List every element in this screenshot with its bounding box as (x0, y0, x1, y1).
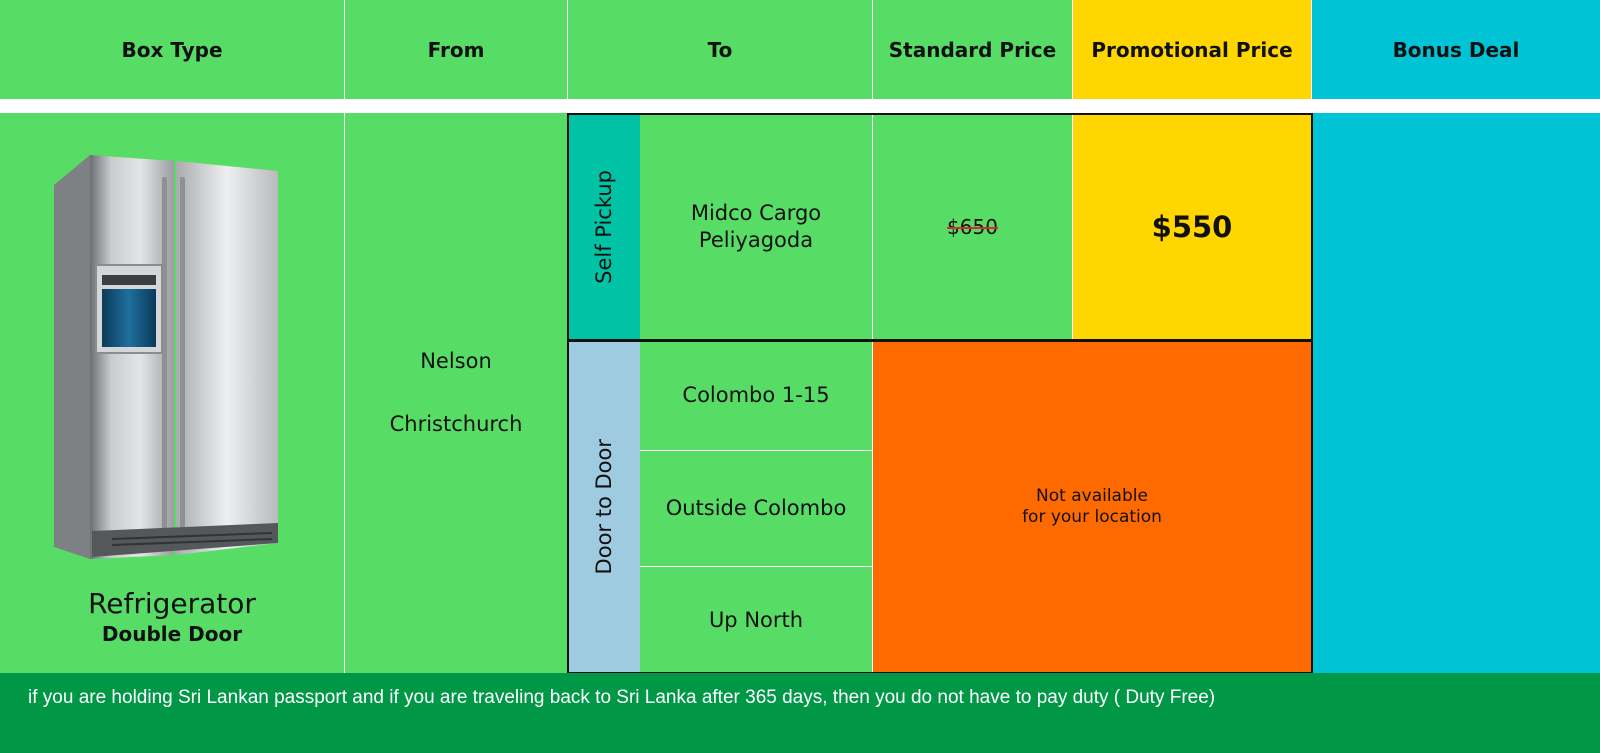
standard-price-value: $650 (947, 215, 998, 239)
header-bonus-deal: Bonus Deal (1312, 0, 1600, 99)
self-pickup-promotional-price: $550 (1073, 113, 1311, 341)
footer-note: if you are holding Sri Lankan passport a… (0, 673, 1600, 753)
to-block-divider (567, 339, 1313, 342)
refrigerator-image (54, 155, 278, 559)
door-destination-3: Up North (640, 567, 872, 673)
header-promotional-price: Promotional Price (1073, 0, 1311, 99)
door-not-available-notice: Not available for your location (873, 341, 1311, 673)
door-destination-2: Outside Colombo (640, 451, 872, 566)
header-from: From (345, 0, 567, 99)
door-destination-1: Colombo 1-15 (640, 341, 872, 450)
door-to-door-label: Door to Door (592, 439, 616, 575)
header-standard-price: Standard Price (873, 0, 1072, 99)
from-cell: Nelson Christchurch (345, 113, 567, 673)
bonus-deal-cell (1312, 113, 1600, 673)
from-city-2: Christchurch (389, 412, 523, 436)
box-type-cell: Refrigerator Double Door (0, 113, 344, 673)
door-to-door-tag: Door to Door (568, 341, 640, 673)
product-name: Refrigerator (88, 587, 256, 620)
self-pickup-tag: Self Pickup (568, 113, 640, 341)
promotional-price-value: $550 (1151, 210, 1233, 244)
self-pickup-standard-price: $650 (873, 113, 1072, 341)
header-to: To (568, 0, 872, 99)
self-pickup-destination: Midco Cargo Peliyagoda (640, 113, 872, 341)
product-variant: Double Door (101, 622, 243, 646)
header-box-type: Box Type (0, 0, 344, 99)
self-pickup-label: Self Pickup (592, 170, 616, 284)
from-city-1: Nelson (420, 349, 492, 373)
